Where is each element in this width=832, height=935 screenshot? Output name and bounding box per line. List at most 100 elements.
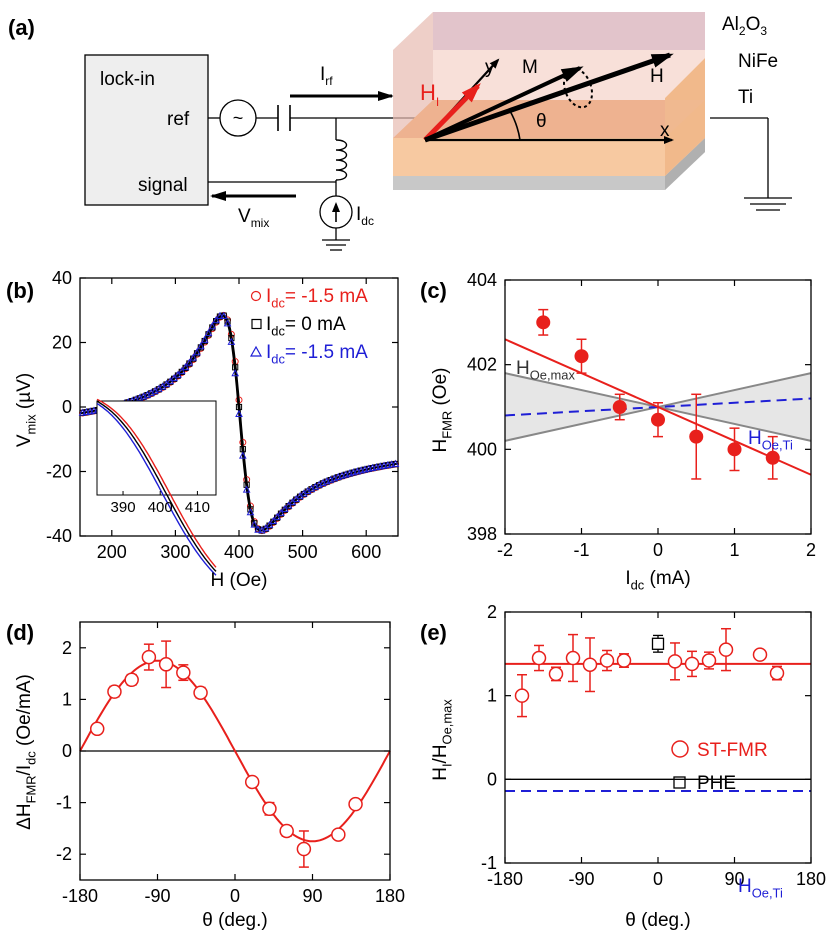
legend-entry-phe: PHE	[697, 773, 736, 794]
band-left	[505, 373, 658, 441]
data-point	[612, 400, 627, 414]
y-tick-label: 400	[467, 439, 497, 459]
h-arrow-icon	[424, 52, 674, 143]
data-point	[531, 650, 547, 666]
y-axis-label: HI/HOe,max	[430, 699, 455, 781]
inset-curve-2	[96, 402, 217, 576]
data-point-blue	[181, 362, 190, 371]
y-tick-label: 398	[467, 524, 497, 544]
circuit-wires	[208, 117, 792, 251]
data-point-black	[216, 313, 224, 320]
m-arrow-icon	[424, 66, 584, 142]
panel-label-b: (b)	[6, 278, 34, 303]
legend-entry: Idc= -1.5 mA	[266, 286, 368, 311]
irf-label: Irf	[320, 64, 333, 88]
x-tick-label: 400	[224, 542, 254, 562]
x-tick-label: -1	[573, 540, 589, 560]
lockin-signal-label: signal	[138, 175, 188, 196]
hi-label: HI	[420, 80, 439, 109]
data-point-blue	[261, 524, 270, 532]
nife-top	[393, 100, 705, 138]
data-point-black	[174, 372, 182, 379]
chart-d: -180 -90 0 90 180 -2 -1 0 1 2 θ (deg.) ΔHFMR/Idc (O…	[14, 621, 405, 931]
data-point	[727, 442, 742, 457]
ti-layer	[393, 138, 705, 190]
data-point	[574, 349, 589, 364]
legend-entry: Idc= -1.5 mA	[266, 342, 368, 367]
data-point	[582, 657, 598, 672]
layer-al2o3-label: Al2O3	[722, 14, 767, 38]
legend-entry: Idc= 0 mA	[266, 314, 346, 339]
data-point-blue	[185, 358, 194, 366]
data-point	[684, 656, 700, 672]
x-tick-label: 0	[653, 540, 663, 560]
data-point	[616, 653, 632, 668]
y-tick-label: 402	[467, 355, 497, 375]
inset-x-tick-label: 390	[111, 499, 136, 516]
vmix-label: Vmix	[238, 206, 269, 230]
data-point	[701, 653, 717, 668]
band-right	[658, 373, 811, 441]
y-tick-label: -1	[56, 793, 72, 813]
data-point	[124, 672, 139, 688]
y-tick-label: 0	[62, 397, 72, 417]
y-tick-label: 2	[62, 638, 72, 658]
panel-label-c: (c)	[420, 278, 447, 303]
data-point-blue	[284, 501, 293, 509]
theta-arc-icon	[509, 110, 521, 141]
x-axis-label: H (Oe)	[211, 570, 268, 591]
nife-front	[393, 138, 665, 176]
x-tick-label: -180	[62, 886, 98, 906]
data-point	[141, 649, 157, 665]
panel-label-d: (d)	[6, 620, 34, 645]
data-point-blue	[170, 373, 178, 382]
theta-label: θ	[536, 111, 547, 132]
data-point	[262, 801, 277, 817]
al2o3-layer	[433, 12, 705, 50]
y-tick-label: 404	[467, 270, 497, 290]
x-tick-label: 180	[796, 869, 826, 889]
legend-marker-triangle	[249, 345, 263, 357]
data-point-blue	[227, 337, 236, 345]
data-point-black	[285, 503, 292, 510]
y-tick-label: -1	[481, 853, 497, 873]
x-tick-label: 0	[653, 869, 663, 889]
x-tick-label: 1	[729, 540, 739, 560]
layer-nife-label: NiFe	[738, 51, 778, 72]
x-tick-label: 2	[806, 540, 816, 560]
data-point-blue	[273, 512, 281, 520]
data-point	[599, 653, 615, 668]
inset-curve-1	[96, 400, 217, 572]
data-point-blue	[254, 525, 262, 533]
inset-x-tick-label: 410	[185, 499, 210, 516]
data-point	[331, 827, 346, 842]
chart-c: -2 -1 0 1 2 398 400 402 404 HOe,max HOe,Ti Idc (mA)…	[430, 270, 816, 593]
idc-label: Idc	[356, 204, 374, 228]
panel-label-a: (a)	[8, 15, 35, 40]
data-point	[296, 841, 312, 857]
x-tick-label: -90	[568, 869, 594, 889]
data-point	[565, 650, 581, 666]
h-label: H	[650, 66, 664, 87]
data-point-blue	[250, 520, 259, 528]
data-point	[689, 429, 704, 444]
data-point-blue	[189, 353, 198, 361]
legend-marker-square	[251, 318, 262, 330]
inset-x-tick-label: 400	[148, 499, 173, 516]
lockin-ref-label: ref	[167, 109, 190, 130]
legend-entry-st-fmr: ST-FMR	[697, 740, 768, 761]
precession-ellipse-icon	[562, 67, 594, 109]
x-tick-label: 90	[302, 886, 322, 906]
data-point	[718, 642, 734, 657]
data-point-blue	[174, 370, 182, 378]
data-point-blue	[212, 315, 220, 324]
data-point	[89, 721, 105, 737]
x-tick-label: 600	[351, 542, 381, 562]
data-point	[765, 450, 780, 465]
x-tick-label: 300	[160, 542, 190, 562]
lockin-title: lock-in	[100, 69, 155, 90]
chart-b: 200 300 400 500 600 -40 -20 0 20 40 Idc= -1.5 mA Id…	[14, 268, 400, 591]
data-point	[193, 685, 208, 700]
data-point	[769, 665, 785, 681]
